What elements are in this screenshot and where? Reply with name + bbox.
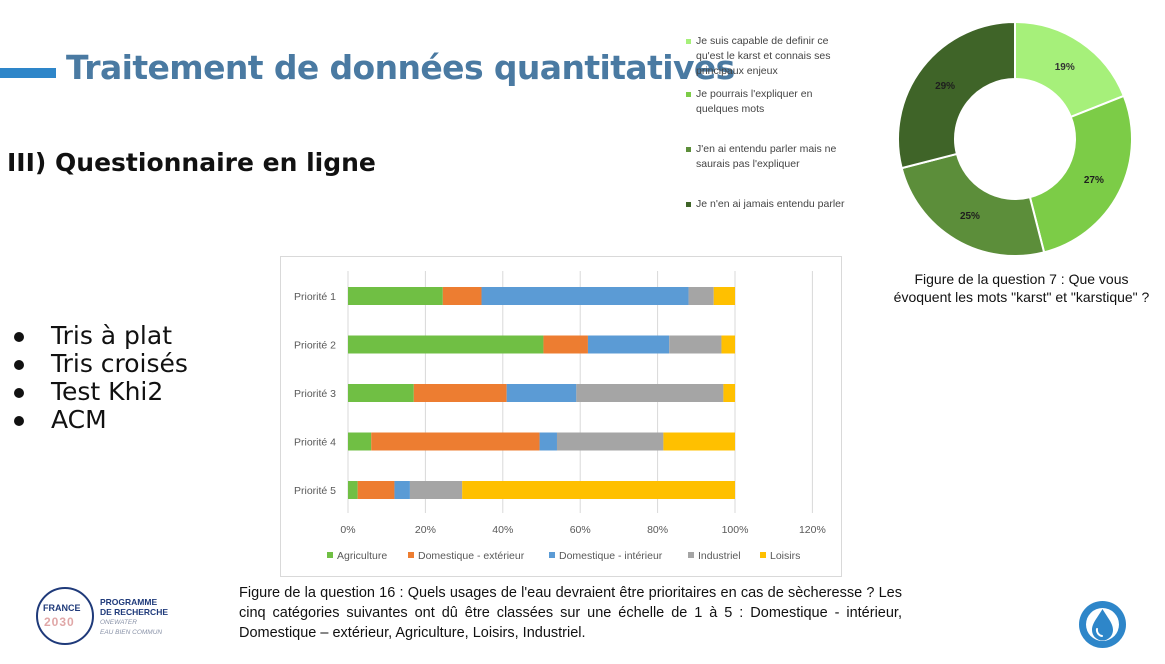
program-sub-2: EAU BIEN COMMUN <box>100 629 163 636</box>
category-label: Priorité 3 <box>294 388 336 400</box>
donut-slice <box>1028 94 1133 254</box>
x-tick-label: 100% <box>722 524 749 536</box>
donut-legend-label: Je suis capable de definir ce qu'est le … <box>696 35 831 77</box>
bar-segment <box>348 384 414 402</box>
donut-legend-label: Je pourrais l'expliquer en quelques mots <box>696 88 813 115</box>
legend-swatch-icon <box>686 147 691 152</box>
bar-segment <box>357 481 395 499</box>
x-tick-label: 20% <box>415 524 436 536</box>
legend-swatch <box>549 552 555 558</box>
bar-segment <box>688 287 714 305</box>
logo-france-text: FRANCE <box>43 603 81 613</box>
category-label: Priorité 2 <box>294 340 336 352</box>
bar-segment <box>348 481 358 499</box>
x-tick-label: 120% <box>799 524 826 536</box>
bullet-icon <box>14 332 24 342</box>
bullet-icon <box>14 360 24 370</box>
donut-legend-label: J'en ai entendu parler mais ne saurais p… <box>696 143 837 170</box>
legend-swatch-icon <box>686 92 691 97</box>
program-line-2: DE RECHERCHE <box>100 607 169 617</box>
priority-chart-frame: 0% 20% 40% 60% 80% 100% 120% Priorité 1 Priorité… <box>280 256 842 577</box>
bar-segment <box>442 287 482 305</box>
category-label: Priorité 4 <box>294 437 336 449</box>
bar-segment <box>723 384 735 402</box>
slide-title: Traitement de données quantitatives <box>66 48 735 87</box>
bar-segment <box>669 335 722 354</box>
legend-swatch <box>408 552 414 558</box>
legend-swatch <box>760 552 766 558</box>
program-line-1: PROGRAMME <box>100 597 158 607</box>
method-item: Tris à plat <box>14 322 188 350</box>
section-title: III) Questionnaire en ligne <box>7 148 376 177</box>
x-tick-label: 40% <box>492 524 513 536</box>
bar-segment <box>539 432 557 451</box>
bar-segment <box>348 287 443 305</box>
donut-slice-label: 19% <box>1055 62 1075 73</box>
donut-slice <box>900 152 1046 257</box>
bullet-icon <box>14 388 24 398</box>
method-label: ACM <box>51 405 107 434</box>
title-accent-bar <box>0 68 56 78</box>
bar-segment <box>721 335 735 354</box>
bar-segment <box>587 335 670 354</box>
legend-swatch-icon <box>686 39 691 44</box>
bar-segment <box>481 287 689 305</box>
donut-legend-item: Je suis capable de definir ce qu'est le … <box>686 34 856 79</box>
bar-segment <box>409 481 463 499</box>
priority-chart-caption: Figure de la question 16 : Quels usages … <box>239 585 902 641</box>
legend-label: Domestique - extérieur <box>418 550 525 562</box>
water-drop-icon <box>1092 609 1113 641</box>
donut-legend-item: Je n'en ai jamais entendu parler <box>686 197 856 212</box>
legend-swatch-icon <box>686 202 691 207</box>
logo-year-text: 2030 <box>44 615 75 629</box>
method-item: Test Khi2 <box>14 378 188 406</box>
bar-segment <box>348 335 544 354</box>
donut-slice-label: 29% <box>935 81 955 92</box>
program-logo-text: PROGRAMME DE RECHERCHE ONEWATER EAU BIEN… <box>100 597 168 637</box>
method-item: ACM <box>14 406 188 434</box>
legend-label: Loisirs <box>770 550 800 562</box>
bullet-icon <box>14 416 24 426</box>
program-sub-1: ONEWATER <box>100 619 137 626</box>
category-label: Priorité 1 <box>294 291 336 303</box>
bar-segment <box>394 481 410 499</box>
legend-swatch <box>327 552 333 558</box>
donut-slice-label: 25% <box>960 211 980 222</box>
x-tick-label: 60% <box>570 524 591 536</box>
legend-label: Agriculture <box>337 550 387 562</box>
priority-bar-chart: 0% 20% 40% 60% 80% 100% 120% Priorité 1 Priorité… <box>294 271 826 562</box>
donut-legend-label: Je n'en ai jamais entendu parler <box>696 198 845 210</box>
bar-segment <box>576 384 724 402</box>
x-tick-label: 0% <box>340 524 355 536</box>
bar-segment <box>413 384 507 402</box>
bar-segment <box>663 432 735 451</box>
donut-legend: Je suis capable de definir ce qu'est le … <box>686 34 856 212</box>
donut-caption: Figure de la question 7 : Que vous évoqu… <box>893 271 1150 305</box>
bar-segment <box>713 287 735 305</box>
donut-slice-label: 27% <box>1084 175 1104 186</box>
water-drop-logo <box>1079 601 1126 648</box>
method-item: Tris croisés <box>14 350 188 378</box>
legend-label: Industriel <box>698 550 741 562</box>
france-2030-logo: FRANCE 2030 <box>36 587 94 645</box>
bar-segment <box>462 481 735 499</box>
method-label: Tris croisés <box>51 349 188 378</box>
x-tick-label: 80% <box>647 524 668 536</box>
method-list: Tris à plat Tris croisés Test Khi2 ACM <box>14 322 188 434</box>
donut-legend-item: J'en ai entendu parler mais ne saurais p… <box>686 142 856 172</box>
bar-segment <box>543 335 588 354</box>
bar-segment <box>348 432 372 451</box>
method-label: Tris à plat <box>51 321 172 350</box>
legend-swatch <box>688 552 694 558</box>
bar-segment <box>371 432 540 451</box>
donut-chart: 19% 27% 25% 29% <box>897 20 1133 257</box>
donut-legend-item: Je pourrais l'expliquer en quelques mots <box>686 87 856 117</box>
legend-label: Domestique - intérieur <box>559 550 663 562</box>
category-label: Priorité 5 <box>294 485 336 497</box>
donut-slice <box>897 20 1016 170</box>
bar-segment <box>556 432 664 451</box>
bar-segment <box>506 384 577 402</box>
method-label: Test Khi2 <box>51 377 164 406</box>
